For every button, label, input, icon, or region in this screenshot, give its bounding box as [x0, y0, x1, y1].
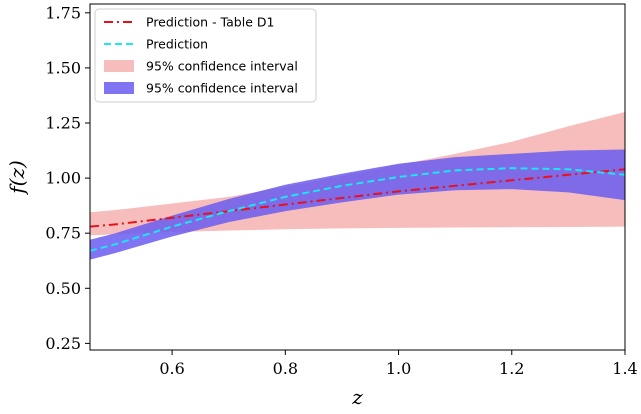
y-tick-label: 0.75 — [45, 224, 81, 243]
plot-frame — [89, 3, 626, 351]
x-tick-label: 1.0 — [386, 359, 411, 378]
x-axis-label: z — [351, 385, 363, 409]
legend-label: 95% confidence interval — [146, 81, 298, 96]
prediction-lines — [89, 167, 626, 252]
y-tick-label: 1.75 — [45, 3, 81, 22]
y-tick-label: 1.25 — [45, 114, 81, 133]
y-tick-label: 1.00 — [45, 169, 81, 188]
confidence-bands — [90, 111, 625, 260]
x-tick-label: 1.4 — [612, 359, 637, 378]
legend: Prediction - Table D1 Prediction 95% confi… — [94, 8, 317, 103]
y-tick-label: 0.50 — [45, 279, 81, 298]
y-tick-label: 1.50 — [45, 58, 81, 77]
legend-band-swatch — [104, 60, 134, 72]
series-line-1 — [89, 168, 626, 228]
legend-band-swatch — [104, 82, 134, 94]
x-tick-label: 0.6 — [159, 359, 184, 378]
x-tick-label: 1.2 — [499, 359, 524, 378]
legend-label: Prediction — [146, 37, 208, 52]
legend-label: Prediction - Table D1 — [146, 15, 274, 30]
confidence-band-2 — [90, 149, 625, 260]
legend-label: 95% confidence interval — [146, 59, 298, 74]
legend-box — [94, 8, 317, 103]
axis-ticks: 0.6 0.8 1.0 1.2 1.4 0.25 0.50 0.75 1.00 1.25 1.50 1… — [45, 3, 637, 378]
x-tick-label: 0.8 — [273, 359, 298, 378]
y-axis-label: f(z) — [5, 160, 29, 196]
y-tick-label: 0.25 — [45, 334, 81, 353]
